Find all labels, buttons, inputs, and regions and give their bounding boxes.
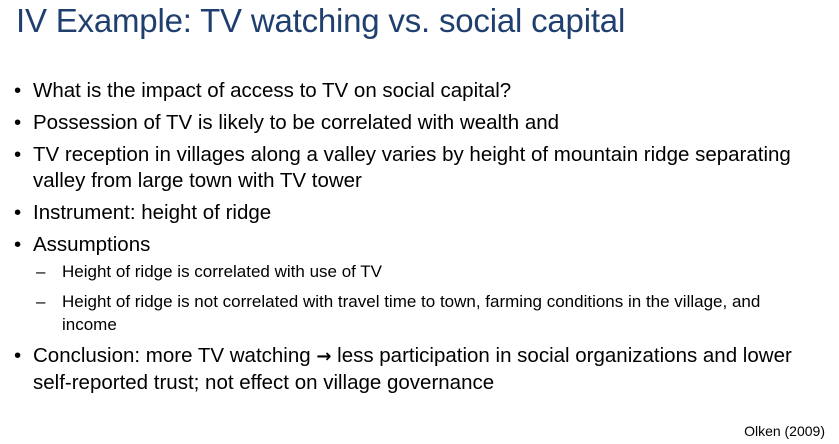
sub-bullet-text: Height of ridge is correlated with use o… — [62, 262, 383, 281]
bullet-text: What is the impact of access to TV on so… — [33, 79, 512, 102]
bullet-marker: • — [14, 344, 22, 367]
bullet-text: TV reception in villages along a valley … — [33, 143, 791, 192]
bullet-item: • What is the impact of access to TV on … — [12, 78, 812, 104]
bullet-marker: • — [14, 79, 22, 102]
sub-bullet-marker: – — [36, 262, 46, 281]
bullet-text: Instrument: height of ridge — [33, 201, 272, 224]
bullet-marker: • — [14, 201, 22, 224]
bullet-text: Possession of TV is likely to be correla… — [33, 111, 560, 134]
bullet-text: Assumptions — [33, 233, 151, 256]
citation: Olken (2009) — [744, 423, 825, 439]
conclusion-text-start: Conclusion: more TV watching — [33, 344, 317, 367]
bullet-marker: • — [14, 233, 22, 256]
right-arrow-icon: → — [316, 346, 332, 367]
bullet-list: • What is the impact of access to TV on … — [12, 78, 812, 402]
sub-bullet-item: – Height of ridge is correlated with use… — [33, 260, 812, 283]
bullet-item-conclusion: • Conclusion: more TV watching → less pa… — [12, 343, 812, 396]
sub-bullet-list: – Height of ridge is correlated with use… — [33, 260, 812, 336]
sub-bullet-marker: – — [36, 292, 46, 311]
bullet-item: • TV reception in villages along a valle… — [12, 142, 812, 194]
conclusion-text-end: less participation in social organizatio… — [33, 344, 792, 394]
sub-bullet-text: Height of ridge is not correlated with t… — [62, 292, 761, 334]
bullet-item: • Instrument: height of ridge — [12, 200, 812, 226]
bullet-marker: • — [14, 111, 22, 134]
bullet-marker: • — [14, 143, 22, 166]
bullet-item: • Possession of TV is likely to be corre… — [12, 110, 812, 136]
slide-title: IV Example: TV watching vs. social capit… — [16, 2, 626, 39]
bullet-item-assumptions: • Assumptions – Height of ridge is corre… — [12, 232, 812, 336]
sub-bullet-item: – Height of ridge is not correlated with… — [33, 290, 812, 336]
